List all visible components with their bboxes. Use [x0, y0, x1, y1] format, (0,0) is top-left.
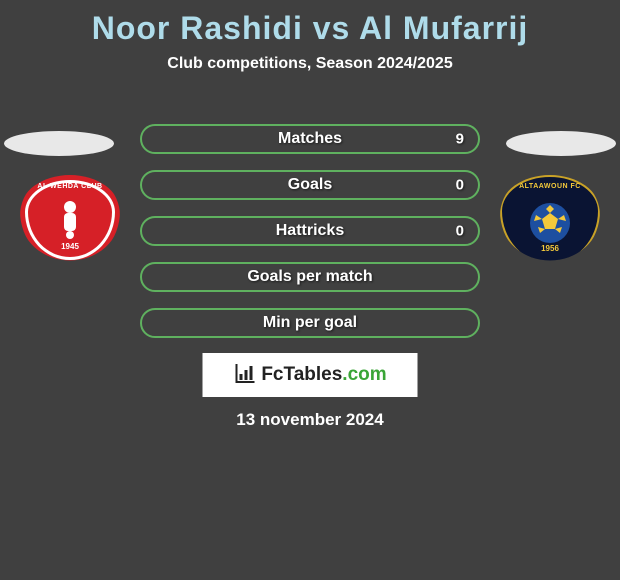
stat-row-min-per-goal: Min per goal: [140, 308, 480, 338]
stat-label: Min per goal: [263, 314, 357, 332]
stat-row-goals-per-match: Goals per match: [140, 262, 480, 292]
stat-row-matches: Matches 9: [140, 124, 480, 154]
club-right-name: ALTAAWOUN FC: [502, 183, 598, 190]
club-right-shield: ALTAAWOUN FC 1956: [500, 175, 600, 265]
bar-chart-icon: [233, 361, 257, 390]
stat-label: Goals: [288, 176, 332, 194]
club-left-badge: AL WEHDA CLUB 1945: [20, 175, 120, 265]
club-left-year: 1945: [20, 242, 120, 251]
stat-row-goals: Goals 0: [140, 170, 480, 200]
page-subtitle: Club competitions, Season 2024/2025: [0, 55, 620, 73]
club-right-badge: ALTAAWOUN FC 1956: [500, 175, 600, 265]
stat-row-hattricks: Hattricks 0: [140, 216, 480, 246]
brand-name: FcTables: [261, 364, 342, 385]
brand-tld: .com: [342, 364, 386, 385]
stat-label: Matches: [278, 130, 342, 148]
player-left-ellipse: [4, 131, 114, 156]
stats-panel: Matches 9 Goals 0 Hattricks 0 Goals per …: [140, 124, 480, 354]
club-right-ball-icon: [530, 203, 570, 243]
date-text: 13 november 2024: [0, 410, 620, 430]
stat-right-value: 0: [456, 223, 464, 240]
club-right-year: 1956: [502, 244, 598, 253]
player-right-ellipse: [506, 131, 616, 156]
club-left-name: AL WEHDA CLUB: [20, 183, 120, 190]
stat-right-value: 0: [456, 177, 464, 194]
branding-box: FcTables.com: [203, 353, 418, 397]
stat-label: Hattricks: [276, 222, 344, 240]
brand-text: FcTables.com: [261, 364, 386, 386]
club-left-shield: AL WEHDA CLUB 1945: [20, 175, 120, 265]
page-title: Noor Rashidi vs Al Mufarrij: [0, 0, 620, 47]
club-left-figure-icon: [55, 199, 85, 239]
stat-right-value: 9: [456, 131, 464, 148]
stat-label: Goals per match: [247, 268, 372, 286]
